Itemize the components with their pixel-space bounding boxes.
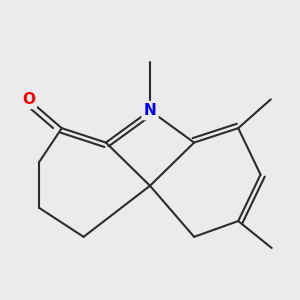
Text: N: N <box>144 103 156 118</box>
Text: O: O <box>22 92 35 107</box>
